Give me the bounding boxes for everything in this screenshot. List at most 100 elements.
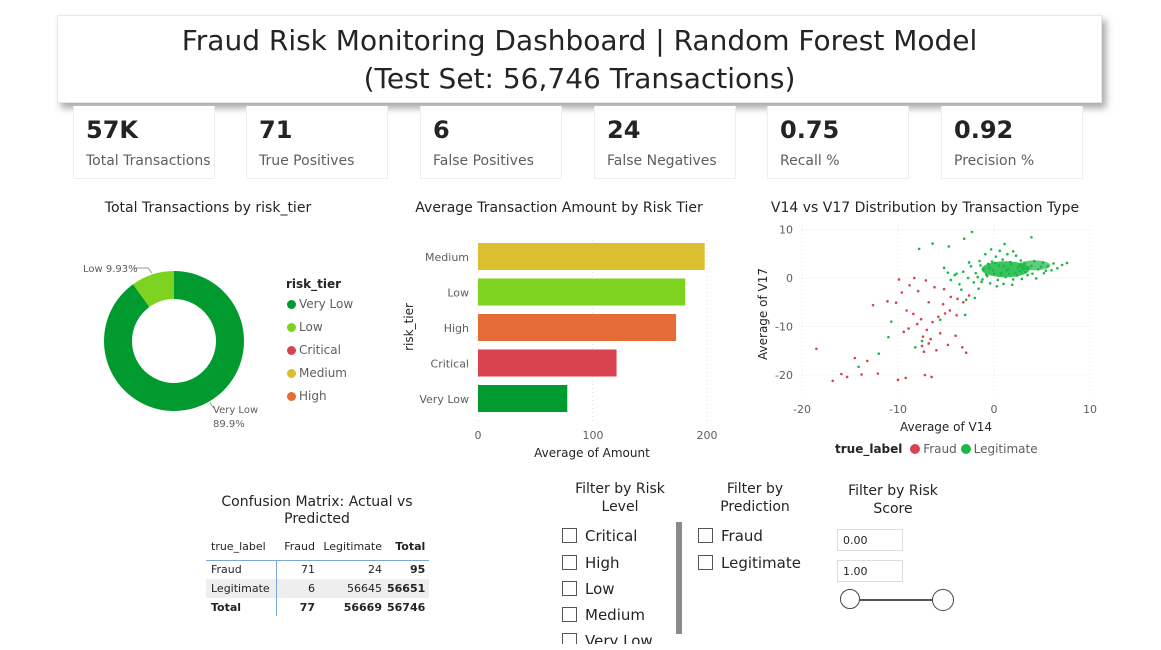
legend-item-very-low[interactable]: Very Low — [287, 297, 353, 311]
scatter-point-fraud[interactable] — [897, 278, 901, 281]
scatter-point-legitimate[interactable] — [967, 261, 971, 264]
donut-slice-very-low[interactable] — [104, 271, 244, 411]
scatter-point-legitimate[interactable] — [1033, 259, 1036, 263]
scatter-point-legitimate[interactable] — [973, 296, 977, 300]
scatter-point-legitimate[interactable] — [1018, 269, 1022, 273]
checkbox[interactable] — [562, 555, 577, 570]
scatter-point-legitimate[interactable] — [1005, 268, 1008, 272]
scatter-point-fraud[interactable] — [927, 342, 931, 345]
confusion-matrix[interactable]: true_label Fraud Legitimate Total Fraud … — [206, 533, 430, 616]
scatter-point-legitimate[interactable] — [1060, 263, 1064, 267]
filter-option-low[interactable]: Low — [562, 580, 615, 598]
scatter-point-legitimate[interactable] — [966, 276, 970, 280]
scatter-point-legitimate[interactable] — [998, 249, 1002, 253]
scatter-point-legitimate[interactable] — [1004, 275, 1007, 279]
scatter-point-fraud[interactable] — [925, 328, 929, 332]
filter-option-legitimate[interactable]: Legitimate — [698, 554, 801, 572]
scatter-point-legitimate[interactable] — [964, 298, 968, 302]
scatter-point-legitimate[interactable] — [993, 261, 997, 265]
scatter-point-fraud[interactable] — [946, 343, 950, 347]
risk-score-slider-track[interactable] — [851, 599, 943, 601]
kpi-card-recall[interactable]: 0.75 Recall % — [767, 106, 909, 179]
scatter-point-legitimate[interactable] — [992, 272, 996, 275]
scatter-point-fraud[interactable] — [845, 375, 849, 379]
scatter-point-fraud[interactable] — [927, 300, 931, 304]
scatter-point-legitimate[interactable] — [1044, 269, 1048, 273]
scatter-point-fraud[interactable] — [929, 337, 932, 341]
scatter-point-fraud[interactable] — [915, 322, 919, 326]
scatter-point-legitimate[interactable] — [913, 346, 917, 349]
scatter-point-fraud[interactable] — [941, 302, 945, 306]
slicer-scrollbar[interactable] — [676, 522, 682, 634]
scatter-point-fraud[interactable] — [876, 372, 880, 375]
scatter-point-legitimate[interactable] — [942, 266, 946, 270]
scatter-point-fraud[interactable] — [922, 350, 926, 354]
scatter-point-fraud[interactable] — [831, 379, 835, 383]
scatter-point-legitimate[interactable] — [989, 248, 993, 251]
scatter-point-fraud[interactable] — [907, 327, 910, 330]
scatter-point-legitimate[interactable] — [1014, 254, 1018, 257]
scatter-point-legitimate[interactable] — [969, 265, 973, 268]
scatter-point-legitimate[interactable] — [990, 260, 994, 263]
scatter-point-legitimate[interactable] — [963, 313, 967, 317]
scatter-point-fraud[interactable] — [904, 376, 907, 380]
scatter-point-legitimate[interactable] — [1019, 259, 1023, 262]
scatter-point-legitimate[interactable] — [1065, 261, 1069, 265]
scatter-point-legitimate[interactable] — [996, 278, 1000, 282]
scatter-point-legitimate[interactable] — [1052, 262, 1055, 265]
scatter-point-fraud[interactable] — [923, 373, 927, 377]
bar-low[interactable] — [478, 278, 686, 306]
scatter-point-legitimate[interactable] — [1042, 271, 1046, 275]
kpi-card-true-positives[interactable]: 71 True Positives — [246, 106, 388, 179]
scatter-point-legitimate[interactable] — [1001, 258, 1004, 261]
scatter-point-legitimate[interactable] — [1013, 271, 1017, 274]
scatter-point-fraud[interactable] — [913, 276, 916, 280]
scatter-point-legitimate[interactable] — [979, 264, 982, 267]
legend-item-critical[interactable]: Critical — [287, 343, 341, 357]
scatter-point-legitimate[interactable] — [960, 288, 963, 291]
scatter-point-legitimate[interactable] — [1011, 278, 1015, 281]
scatter-point-legitimate[interactable] — [1056, 267, 1059, 270]
scatter-point-legitimate[interactable] — [1011, 250, 1015, 253]
scatter-point-legitimate[interactable] — [977, 287, 980, 290]
scatter-point-fraud[interactable] — [942, 287, 946, 291]
scatter-point-legitimate[interactable] — [1002, 282, 1005, 286]
scatter-point-legitimate[interactable] — [1009, 263, 1013, 266]
scatter-point-fraud[interactable] — [916, 289, 920, 293]
legend-item-medium[interactable]: Medium — [287, 366, 347, 380]
scatter-point-legitimate[interactable] — [1027, 266, 1030, 270]
scatter-point-legitimate[interactable] — [1036, 267, 1040, 271]
scatter-point-fraud[interactable] — [964, 351, 968, 354]
scatter-point-fraud[interactable] — [912, 312, 915, 316]
kpi-card-total-transactions[interactable]: 57K Total Transactions — [73, 106, 215, 179]
scatter-point-legitimate[interactable] — [877, 352, 881, 355]
scatter-point-legitimate[interactable] — [1034, 277, 1038, 280]
risk-score-max-input[interactable]: 1.00 — [837, 560, 903, 582]
scatter-point-fraud[interactable] — [815, 347, 818, 351]
legend-item-low[interactable]: Low — [287, 320, 323, 334]
kpi-card-precision[interactable]: 0.92 Precision % — [941, 106, 1083, 179]
scatter-point-legitimate[interactable] — [1002, 265, 1005, 268]
scatter-point-fraud[interactable] — [896, 378, 900, 382]
scatter-point-legitimate[interactable] — [955, 272, 958, 275]
legend-item-high[interactable]: High — [287, 389, 327, 403]
scatter-point-legitimate[interactable] — [953, 273, 956, 277]
scatter-point-legitimate[interactable] — [1003, 242, 1006, 246]
scatter-point-legitimate[interactable] — [997, 264, 1001, 268]
scatter-point-fraud[interactable] — [871, 303, 875, 307]
scatter-point-legitimate[interactable] — [961, 270, 965, 273]
scatter-point-fraud[interactable] — [924, 279, 928, 282]
scatter-point-fraud[interactable] — [961, 346, 964, 349]
scatter-point-legitimate[interactable] — [1023, 262, 1027, 265]
bar-medium[interactable] — [478, 243, 705, 270]
scatter-point-legitimate[interactable] — [987, 266, 991, 270]
scatter-point-fraud[interactable] — [937, 315, 940, 319]
checkbox[interactable] — [698, 528, 713, 543]
scatter-point-legitimate[interactable] — [1020, 277, 1024, 281]
scatter-point-fraud[interactable] — [931, 320, 934, 324]
scatter-point-legitimate[interactable] — [980, 280, 983, 284]
filter-option-medium[interactable]: Medium — [562, 606, 645, 624]
scatter-point-legitimate[interactable] — [946, 271, 950, 274]
bar-very-low[interactable] — [478, 385, 568, 412]
scatter-point-fraud[interactable] — [900, 291, 904, 294]
